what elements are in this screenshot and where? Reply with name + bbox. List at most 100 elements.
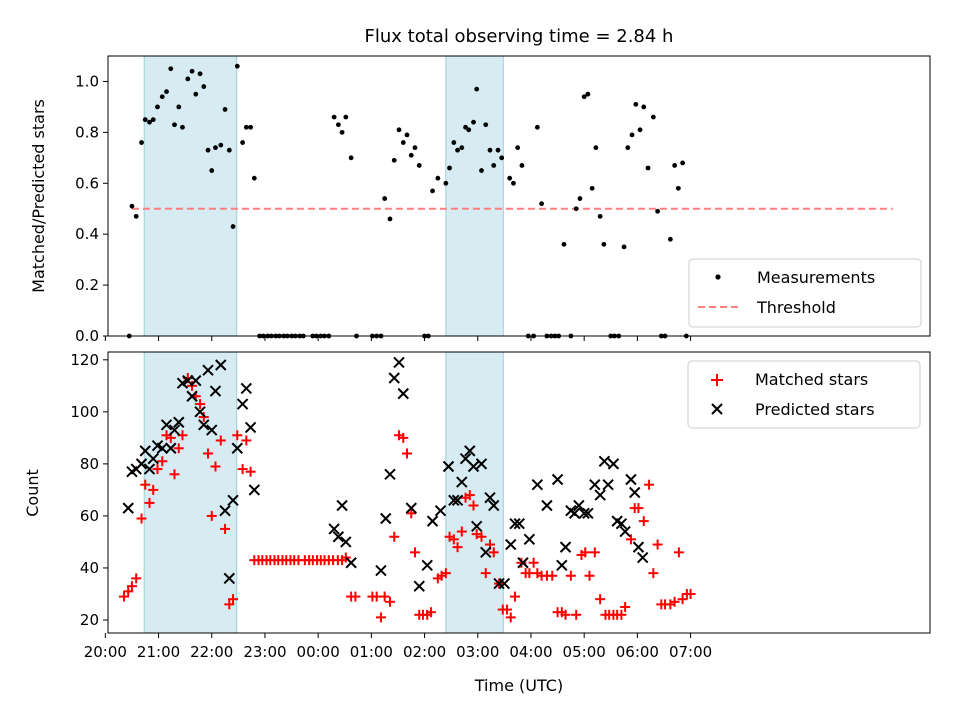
predicted-point [227,494,239,507]
matched-point [245,466,256,477]
measurement-point [251,175,257,181]
x-tick-label: 21:00 [137,643,180,661]
predicted-point [448,494,460,507]
predicted-point [513,518,525,530]
predicted-point [629,486,641,499]
matched-point [402,448,413,459]
measurement-point [412,145,418,151]
predicted-point [340,536,352,548]
count-panel: 20 40 60 80 100 120 20:00 21:00 22:00 23:00 00:00… [23,351,931,695]
matched-point [350,591,361,602]
matched-point [157,456,168,467]
matched-point [152,464,163,475]
measurement-point [147,119,152,125]
measurement-point [495,147,501,153]
matched-point [505,612,516,623]
bottom-y-axis-label: Count [23,469,42,517]
predicted-point [240,382,253,395]
x-tick-label: 22:00 [190,643,233,661]
predicted-point [464,445,476,457]
predicted-point [194,406,206,418]
measurement-point [408,152,414,158]
measurement-point [164,89,169,95]
predicted-point [505,538,517,551]
measurement-point [621,244,627,250]
ratio-panel: 0.0 0.2 0.4 0.6 0.8 1.0 Flux total observing … [29,26,931,345]
measurement-point [491,163,497,168]
predicted-point [209,385,222,397]
predicted-point [160,419,173,431]
measurement-point [589,185,595,191]
measurement-point [222,107,228,112]
top-legend: Measurements Threshold [688,258,922,328]
x-tick-label: 23:00 [243,643,286,661]
matched-point [389,531,400,542]
matched-point [633,503,644,514]
measurement-point [205,147,211,153]
predicted-point [173,416,185,428]
predicted-point [206,424,218,436]
matched-point [195,399,206,410]
measurement-point [455,147,460,153]
matched-point [406,508,417,519]
measurement-point [201,84,207,89]
matched-point [510,591,521,602]
measurement-point [577,196,583,201]
predicted-point [602,478,614,491]
top-y-axis-label: Matched/Predicted stars [29,99,48,293]
matched-point [241,435,252,446]
measurement-point [159,94,165,100]
measurement-point [331,114,337,120]
measurement-point [213,145,218,151]
measurement-point [185,76,191,82]
measurement-point [466,127,472,133]
bottom-axes-frame [107,351,931,634]
bottom-x-ticks: 20:00 21:00 22:00 23:00 00:00 01:00 02:00 03:00… [84,633,712,661]
matched-point [123,586,134,597]
measurement-point [539,201,545,207]
predicted-point [582,507,594,520]
measurement-point [447,165,452,171]
predicted-point [388,372,400,384]
y-tick-label: 60 [80,507,99,525]
measurement-point [189,68,195,74]
predicted-point [442,460,455,473]
predicted-point [336,499,348,512]
measurement-point [234,63,240,69]
measurement-point [133,213,139,219]
predicted-point [198,419,210,431]
predicted-point [470,520,483,533]
matched-point [206,510,217,521]
legend-measurements-label: Measurements [757,268,875,287]
matched-point [126,581,137,592]
measurement-point [348,155,354,161]
x-tick-label: 01:00 [350,643,393,661]
matched-point [620,601,631,612]
x-tick-label: 07:00 [669,643,712,661]
measurement-point [625,145,631,151]
x-tick-label: 04:00 [509,643,552,661]
matched-point [448,534,459,545]
matched-point [210,461,221,472]
measurement-point [581,94,587,100]
x-tick-label: 03:00 [456,643,499,661]
predicted-point [190,374,202,387]
predicted-point [568,507,581,520]
measurement-point [471,119,476,125]
y-tick-label: 0.4 [75,225,99,243]
measurement-point [463,124,468,130]
predicted-point [636,551,649,564]
matched-point [232,430,243,441]
measurement-point [573,206,579,212]
y-tick-label: 80 [80,455,99,473]
legend-predicted-marker [711,403,723,415]
predicted-point [625,473,637,486]
matched-point [118,591,129,602]
matched-point [565,570,576,581]
predicted-point [607,458,620,470]
measurement-point [142,117,148,123]
measurement-point [667,236,673,242]
x-tick-label: 20:00 [84,643,127,661]
predicted-point [332,531,345,543]
measurement-point [511,180,516,186]
